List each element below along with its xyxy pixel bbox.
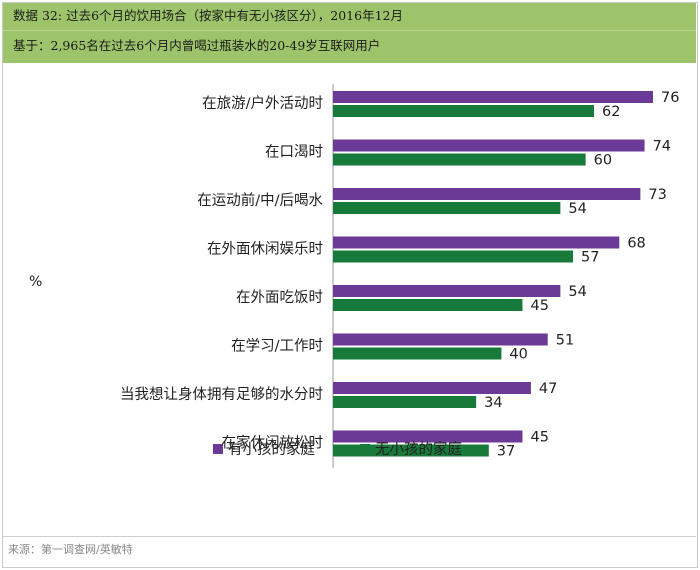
bar-chart: % 在旅游/户外活动时 76 62 在口渴时 74 60 在运动前/中/后喝水 73 54 在外面休… [29,84,679,468]
category-label: 在外面休闲娱乐时 [207,241,323,258]
data-label: 54 [568,201,586,217]
category-label: 在家休闲放松时 [222,435,324,452]
legend-swatch [360,444,370,454]
data-label: 51 [556,333,574,349]
legend-label: 无小孩的家庭 [375,441,462,458]
bar-series-2 [333,444,489,457]
chart-subtitle: 基于：2,965名在过去6个月内曾喝过瓶装水的20-49岁互联网用户 [13,38,381,53]
bar-series-1 [333,139,645,152]
data-label: 47 [539,381,557,397]
chart-title: 数据 32: 过去6个月的饮用场合（按家中有无小孩区分），2016年12月 [13,8,403,23]
data-label: 34 [484,395,502,411]
source-note: 来源：第一调查网/英敏特 [8,543,133,556]
footer-divider [3,536,696,537]
data-label: 73 [648,187,666,203]
data-label: 54 [568,284,586,300]
bar-series-1 [333,285,561,297]
chart-header: 数据 32: 过去6个月的饮用场合（按家中有无小孩区分），2016年12月 基于… [3,3,696,63]
bar-series-2 [333,153,586,166]
category-label: 在外面吃饭时 [236,289,323,306]
legend-label: 有小孩的家庭 [228,441,315,458]
data-label: 45 [530,298,548,314]
bar-series-1 [333,188,641,200]
category-label: 当我想让身体拥有足够的水分时 [120,386,323,403]
bar-series-2 [333,250,573,263]
data-label: 74 [653,139,671,155]
bar-series-2 [333,202,561,214]
category-label: 在运动前/中/后喝水 [197,192,323,209]
data-label: 60 [594,153,612,169]
bar-series-1 [333,430,523,443]
bar-series-1 [333,333,548,346]
data-label: 57 [581,250,599,266]
data-label: 45 [530,430,548,446]
data-label: 62 [602,104,620,120]
unit-label: % [29,274,42,290]
legend-swatch [213,444,223,454]
bar-series-1 [333,91,653,103]
bar-series-1 [333,382,531,394]
data-label: 76 [661,90,679,106]
data-label: 37 [497,444,515,460]
bar-series-2 [333,396,477,408]
header-divider [3,30,696,31]
category-label: 在旅游/户外活动时 [202,95,323,112]
bar-series-2 [333,347,502,360]
category-label: 在口渴时 [265,144,323,161]
data-label: 40 [509,347,527,363]
bar-series-2 [333,105,595,117]
bar-series-1 [333,236,620,249]
chart-area: % 在旅游/户外活动时 76 62 在口渴时 74 60 在运动前/中/后喝水 73 54 在外面休… [0,63,700,533]
category-label: 在学习/工作时 [231,338,323,355]
bar-series-2 [333,299,523,311]
data-label: 68 [627,236,645,252]
